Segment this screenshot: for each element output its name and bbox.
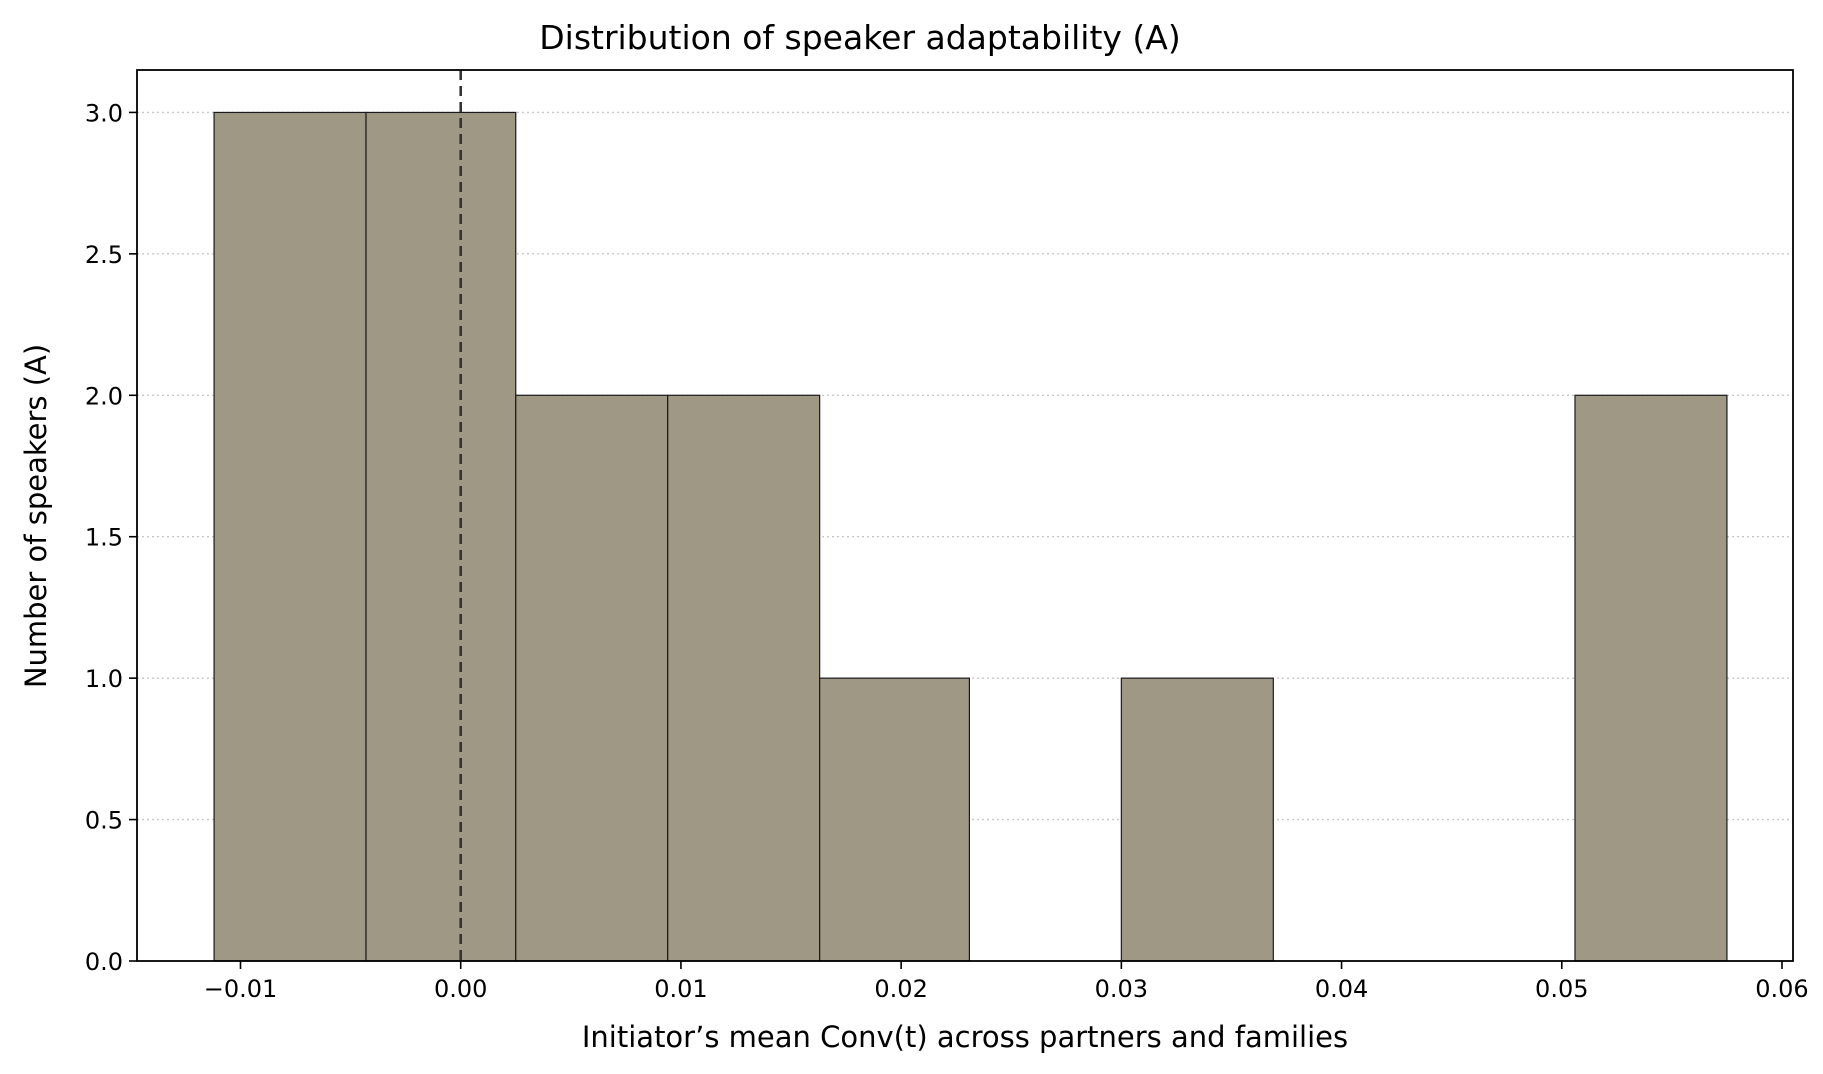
x-tick-label: 0.01: [654, 975, 707, 1003]
x-tick-label: −0.01: [204, 975, 278, 1003]
histogram-bar: [213, 111, 367, 962]
x-tick-label: 0.05: [1535, 975, 1588, 1003]
histogram-bar: [819, 677, 971, 962]
histogram-bar: [365, 111, 517, 962]
x-tick-label: 0.06: [1755, 975, 1808, 1003]
plot-frame: [136, 69, 1794, 962]
y-axis-ticks: 0.0 0.5 1.0 1.5 2.0 2.5 3.0: [85, 99, 137, 976]
y-tick-label: 0.5: [85, 807, 123, 835]
y-tick-label: 1.0: [85, 665, 123, 693]
x-tick-label: 0.02: [874, 975, 927, 1003]
histogram-bar: [515, 394, 669, 962]
x-tick-label: 0.03: [1095, 975, 1148, 1003]
chart-title: Distribution of speaker adaptability (A): [539, 18, 1181, 57]
histogram-bars: [213, 111, 1728, 962]
y-tick-label: 2.0: [85, 382, 123, 410]
y-tick-label: 0.0: [85, 948, 123, 976]
x-tick-label: 0.00: [434, 975, 487, 1003]
histogram-bar: [1574, 394, 1728, 962]
histogram-bar: [667, 394, 821, 962]
y-axis-label: Number of speakers (A): [19, 344, 53, 688]
histogram-bar: [1120, 677, 1274, 962]
y-tick-label: 2.5: [85, 241, 123, 269]
x-axis-ticks: −0.01 0.00 0.01 0.02 0.03 0.04 0.05 0.06: [204, 961, 1809, 1003]
x-axis-label: Initiator’s mean Conv(t) across partners…: [582, 1020, 1348, 1054]
x-tick-label: 0.04: [1315, 975, 1368, 1003]
y-tick-label: 1.5: [85, 524, 123, 552]
y-tick-label: 3.0: [85, 99, 123, 127]
